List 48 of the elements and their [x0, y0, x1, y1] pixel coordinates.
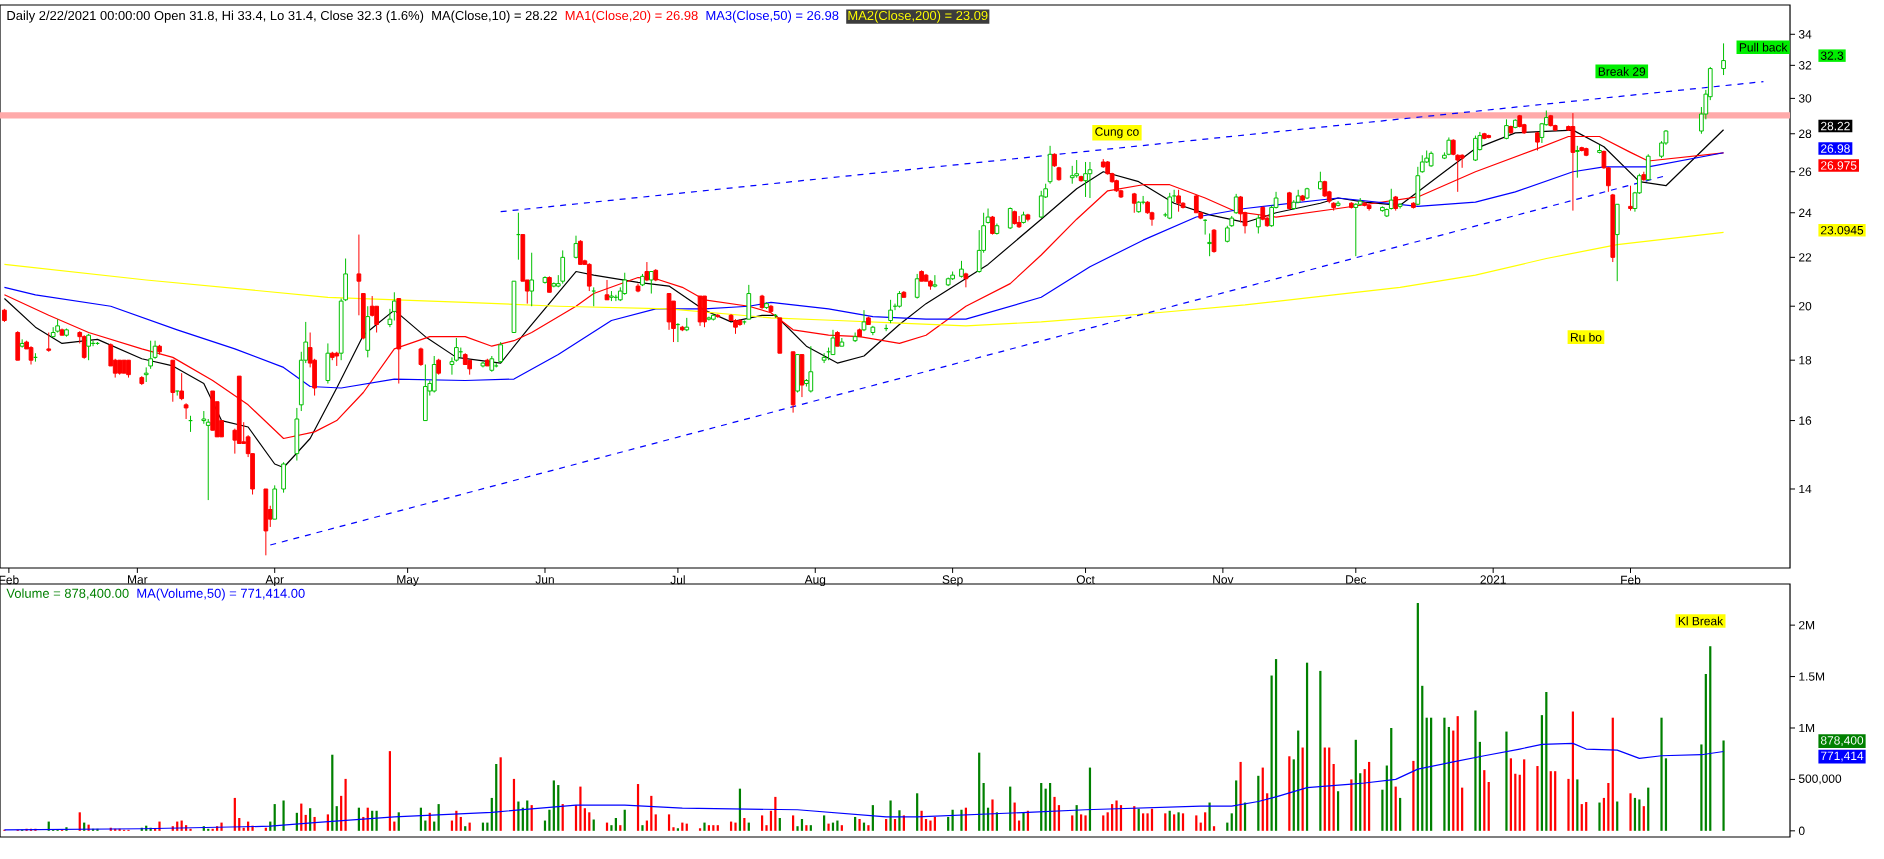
- x-tick-label: Sep: [942, 575, 963, 587]
- y-tick-label: 32: [1798, 61, 1812, 70]
- y-tick-label: 14: [1799, 484, 1812, 494]
- annotation: Cung co: [1095, 127, 1139, 139]
- y-tick-label: 24: [1799, 208, 1812, 217]
- y-tick-label: 16: [1799, 416, 1812, 425]
- text: MA(Close,10) = 28.22: [432, 10, 557, 23]
- text: MA1(Close,20) = 26.98: [565, 10, 698, 23]
- y-tick-label: 22: [1799, 253, 1812, 262]
- x-tick-label: Mar: [128, 575, 148, 584]
- x-tick-label: Feb: [0, 575, 19, 585]
- chart-title: Daily 2/22/2021 00:00:00 Open 31.8, Hi 33.4, Lo 31.4, Close 32.3 (1.6%): [7, 10, 424, 23]
- y-tick-label: 26: [1799, 167, 1812, 176]
- y-tick-label: 28: [1799, 129, 1812, 138]
- y-tick-label: 34: [1798, 30, 1812, 39]
- y-tick-label: 1.5M: [1799, 672, 1825, 681]
- y-tick-label: 1M: [1799, 723, 1815, 733]
- x-tick-label: Oct: [1076, 575, 1095, 584]
- y-tick-label: 30: [1798, 94, 1812, 103]
- annotation: Pull back: [1739, 42, 1788, 52]
- x-tick-label: Jul: [670, 575, 685, 585]
- text: 771,414: [1821, 751, 1864, 762]
- text: 23.0945: [1821, 225, 1864, 235]
- text: 878,400: [1820, 736, 1864, 747]
- text: 32.3: [1820, 51, 1844, 60]
- text: 26.98: [1821, 144, 1850, 153]
- annotation: Break 29: [1598, 66, 1646, 76]
- annotation: Ru bo: [1570, 332, 1602, 342]
- x-tick-label: 2021: [1480, 575, 1506, 584]
- text: MA3(Close,50) = 26.98: [706, 10, 839, 23]
- text: MA2(Close,200) = 23.09: [848, 10, 988, 23]
- x-tick-label: Jun: [535, 575, 554, 584]
- x-tick-label: Dec: [1346, 575, 1367, 584]
- y-tick-label: 20: [1799, 302, 1812, 311]
- y-tick-label: 2M: [1799, 620, 1815, 630]
- y-tick-label: 18: [1799, 355, 1812, 365]
- x-tick-label: Aug: [804, 575, 826, 587]
- y-tick-label: 500,000: [1798, 774, 1842, 785]
- x-tick-label: Apr: [265, 575, 284, 587]
- x-tick-label: Nov: [1213, 575, 1234, 584]
- text: 28.22: [1821, 121, 1850, 131]
- x-tick-label: May: [397, 575, 419, 587]
- text: MA(Volume,50) = 771,414.00: [137, 588, 305, 601]
- text: 26.975: [1821, 161, 1857, 170]
- text: Volume = 878,400.00: [6, 588, 129, 600]
- x-tick-label: Feb: [1621, 575, 1641, 585]
- annotation: Kl Break: [1678, 616, 1724, 626]
- y-tick-label: 0: [1798, 826, 1805, 836]
